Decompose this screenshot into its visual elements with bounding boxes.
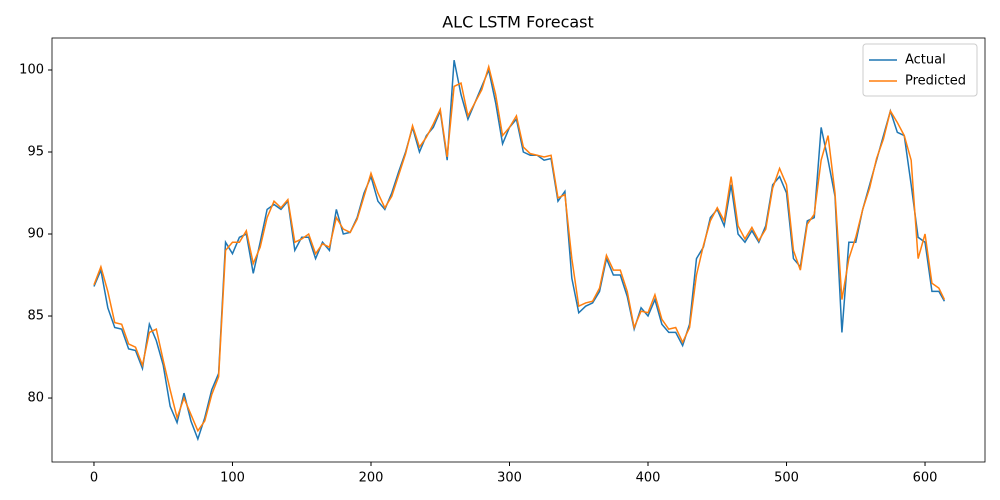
x-tick-label: 200 [359, 471, 384, 486]
y-tick-label: 80 [27, 391, 44, 406]
x-tick-label: 300 [497, 471, 522, 486]
x-tick-label: 600 [913, 471, 938, 486]
y-tick-label: 95 [27, 144, 44, 159]
series-line [93, 59, 946, 442]
y-tick-label: 100 [19, 62, 44, 77]
series-line [93, 63, 946, 433]
x-tick-label: 0 [90, 471, 98, 486]
legend-label: Predicted [905, 74, 966, 89]
y-tick-label: 85 [27, 309, 44, 324]
chart-title: ALC LSTM Forecast [442, 13, 594, 32]
legend-box [862, 43, 978, 97]
y-tick-label: 90 [27, 227, 44, 242]
x-tick-label: 100 [220, 471, 245, 486]
legend-label: Actual [905, 53, 946, 68]
x-tick-label: 400 [636, 471, 661, 486]
plot-frame [51, 37, 986, 463]
x-tick-label: 500 [774, 471, 799, 486]
